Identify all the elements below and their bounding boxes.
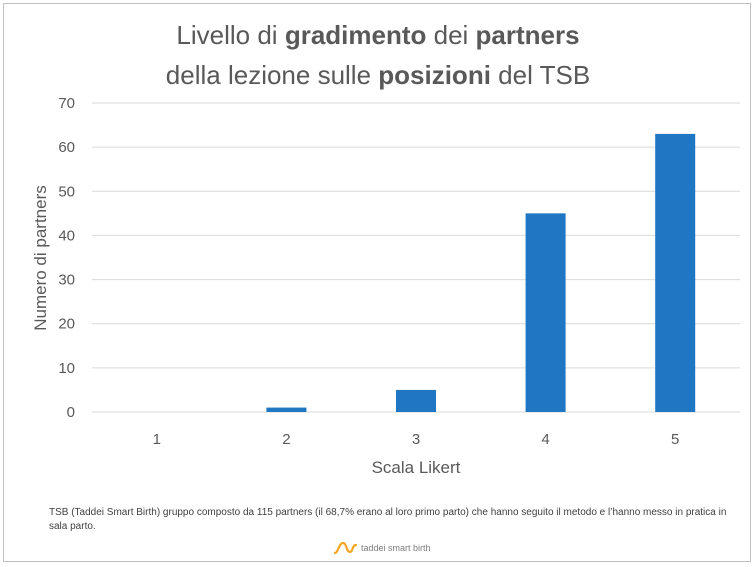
logo-wave-icon (334, 541, 358, 555)
y-tick-label: 10 (58, 360, 75, 377)
x-tick-label: 1 (153, 431, 161, 448)
chart-frame (3, 3, 751, 562)
title-segment: gradimento (284, 20, 427, 50)
x-tick-label: 4 (541, 431, 549, 448)
x-tick-label: 5 (671, 431, 679, 448)
bar (396, 389, 436, 412)
y-tick-label: 20 (58, 316, 75, 333)
chart-title-line-1: Livello di gradimento dei partners (0, 18, 756, 52)
x-axis-label: Scala Likert (372, 458, 461, 477)
y-tick-label: 50 (58, 183, 75, 200)
title-segment: dei (426, 20, 476, 50)
bar-chart: 0 10 20 30 40 50 60 70 1 2 3 4 5 Numero di partners… (31, 95, 740, 477)
chart-title-line-2: della lezione sulle posizioni del TSB (0, 58, 756, 92)
title-segment: partners (475, 20, 580, 50)
title-segment: Livello di (176, 20, 285, 50)
title-segment: posizioni (378, 60, 491, 90)
x-tick-label: 2 (282, 431, 290, 448)
footnote: TSB (Taddei Smart Birth) gruppo composto… (49, 507, 727, 532)
bar (266, 407, 307, 412)
bar (655, 133, 696, 412)
y-tick-label: 70 (58, 95, 75, 112)
title-segment: della lezione sulle (165, 60, 379, 90)
y-tick-label: 30 (58, 272, 75, 289)
x-tick-label: 3 (412, 431, 420, 448)
y-tick-label: 40 (58, 227, 75, 244)
brand-logo: taddei smart birth (334, 539, 431, 557)
bar (525, 213, 566, 412)
y-tick-label: 0 (67, 404, 75, 421)
logo-text: taddei smart birth (361, 543, 431, 553)
y-tick-label: 60 (58, 139, 75, 156)
title-segment: del TSB (490, 60, 591, 90)
y-axis-label: Numero di partners (31, 185, 50, 331)
